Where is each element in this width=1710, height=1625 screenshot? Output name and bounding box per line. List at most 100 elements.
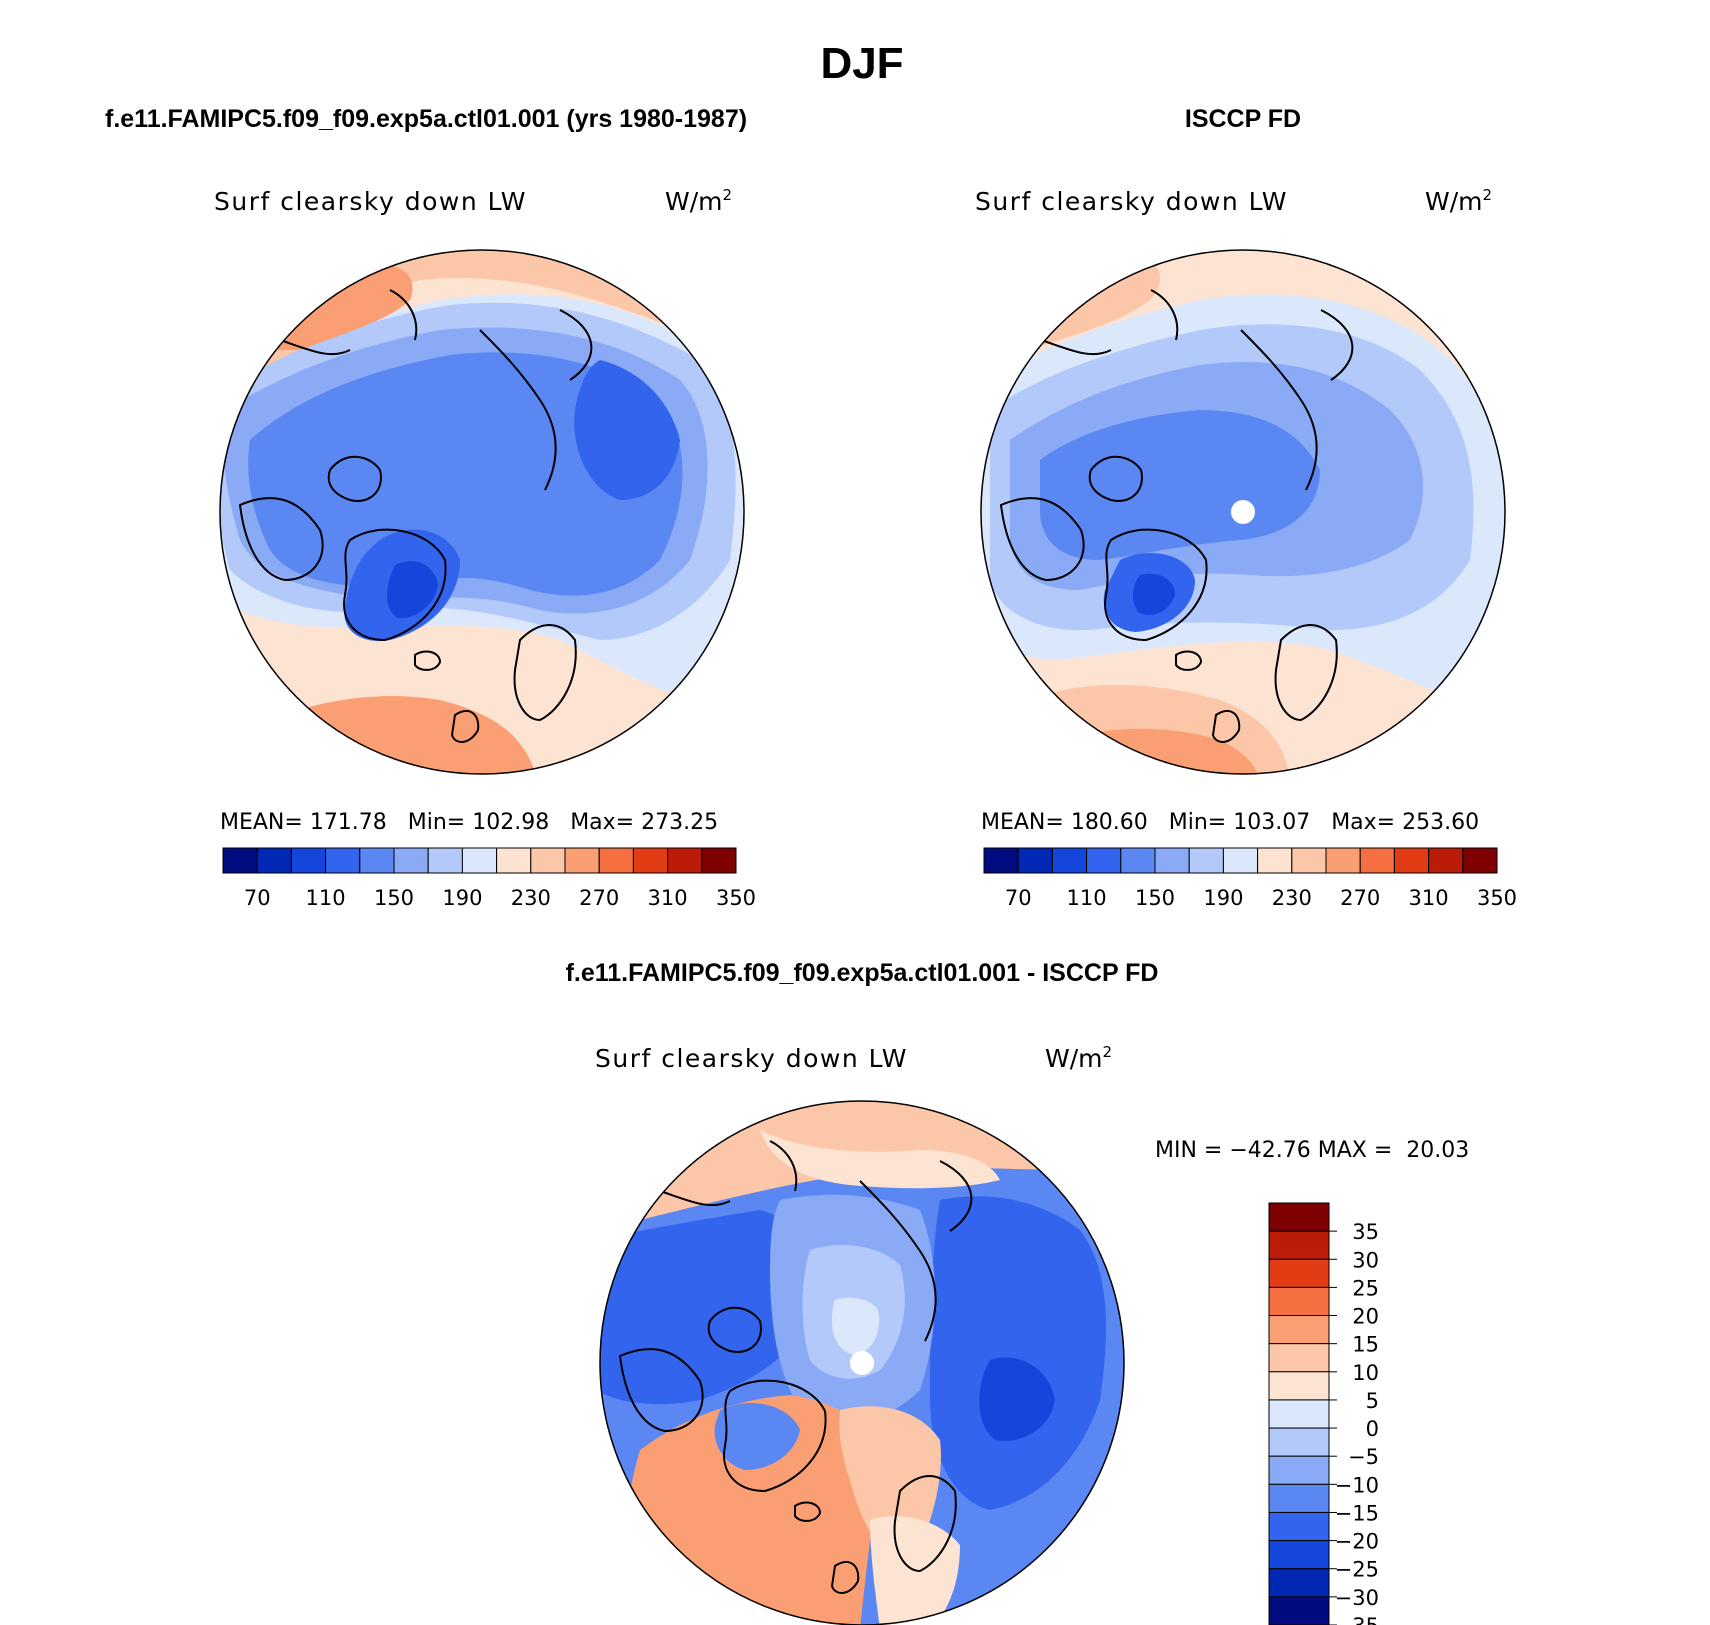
colorbar-swatch <box>564 847 600 874</box>
panel-obs-units: W/m2 <box>1425 186 1492 216</box>
panel-model-units: W/m2 <box>665 186 732 216</box>
map-missing-pole <box>850 1351 874 1375</box>
colorbar-swatch <box>1188 847 1224 874</box>
coastlines <box>238 289 593 743</box>
colorbar-tick-label: 5 <box>1366 1389 1379 1413</box>
colorbar-swatch <box>222 847 258 874</box>
map-fill <box>832 1297 880 1355</box>
colorbar-tick-label: −35 <box>1335 1614 1379 1625</box>
colorbar-tick-label: 230 <box>1272 886 1312 910</box>
colorbar-swatch <box>496 847 532 874</box>
colorbar-swatch <box>290 847 327 874</box>
colorbar-swatch <box>1268 1286 1330 1317</box>
colorbar-swatch <box>1291 847 1327 874</box>
colorbar-tick-label: −15 <box>1335 1501 1379 1525</box>
colorbar-swatch <box>1268 1202 1330 1232</box>
panel-diff-units: W/m2 <box>1045 1043 1112 1073</box>
map-fill <box>1132 573 1175 616</box>
panel-diff-map <box>600 1101 1124 1625</box>
panel-model-variable: Surf clearsky down LW <box>214 187 527 216</box>
map-fill <box>1040 410 1320 560</box>
colorbar-swatch <box>1268 1230 1330 1260</box>
coastlines <box>618 1140 973 1594</box>
colorbar-swatch <box>393 847 429 874</box>
colorbar-swatch <box>632 847 669 874</box>
colorbar-tick-label: 230 <box>511 886 551 910</box>
colorbar-tick-label: 350 <box>716 886 756 910</box>
panel-diff-variable: Surf clearsky down LW <box>595 1044 908 1073</box>
panel-obs-stats: MEAN= 180.60 Min= 103.07 Max= 253.60 <box>981 810 1479 835</box>
panel-obs-case-title: ISCCP FD <box>1185 105 1301 133</box>
colorbar-tick-label: 150 <box>374 886 414 910</box>
map-fill <box>870 1516 960 1625</box>
colorbar-tick-label: −10 <box>1335 1473 1379 1497</box>
map-fill <box>600 1210 820 1405</box>
colorbar-tick-label: −25 <box>1335 1558 1379 1582</box>
colorbar-tick-label: 110 <box>1067 886 1107 910</box>
colorbar-swatch <box>1086 847 1122 874</box>
panel-model-map <box>220 250 744 774</box>
colorbar-swatch <box>1268 1455 1330 1485</box>
panel-model-case-title: f.e11.FAMIPC5.f09_f09.exp5a.ctl01.001 (y… <box>105 105 747 133</box>
colorbar-swatch <box>1325 847 1361 874</box>
panel-diff-stats: MIN = −42.76 MAX = 20.03 <box>1155 1138 1469 1163</box>
colorbar-tick-label: 310 <box>1409 886 1449 910</box>
map-fill <box>760 1130 1000 1189</box>
colorbar-tick-label: −30 <box>1335 1586 1379 1610</box>
panel-model-stats: MEAN= 171.78 Min= 102.98 Max= 273.25 <box>220 810 718 835</box>
colorbar-tick-label: 30 <box>1352 1248 1379 1272</box>
panel-diff-map-border <box>599 1100 1125 1625</box>
colorbar-tick-label: 270 <box>579 886 619 910</box>
colorbar-swatch <box>1017 847 1053 874</box>
coastlines <box>999 289 1354 743</box>
colorbar-tick-label: 70 <box>244 886 271 910</box>
map-fill <box>979 1357 1055 1441</box>
colorbar-swatch <box>1268 1343 1330 1373</box>
colorbar-tick-label: 110 <box>306 886 346 910</box>
colorbar-swatch <box>701 847 737 874</box>
colorbar-swatch <box>1051 847 1088 874</box>
panel-obs-map <box>981 250 1505 774</box>
map-fill <box>930 1196 1106 1510</box>
panel-obs-map-border <box>980 249 1506 775</box>
colorbar-swatch <box>598 847 634 874</box>
colorbar-tick-label: 270 <box>1340 886 1380 910</box>
colorbar-tick-label: 70 <box>1005 886 1032 910</box>
colorbar-swatch <box>530 847 566 874</box>
panel-model-map-border <box>219 249 745 775</box>
colorbar-swatch <box>1120 847 1156 874</box>
colorbar-tick-label: 0 <box>1366 1417 1379 1441</box>
colorbar-swatch <box>1268 1568 1330 1598</box>
colorbar-swatch <box>1154 847 1190 874</box>
map-missing-pole <box>1231 500 1255 524</box>
map-fill <box>260 264 413 350</box>
colorbar-swatch <box>359 847 395 874</box>
colorbar-swatch <box>461 847 498 874</box>
panel-diff-colorbar: 35 30 25 20 15 10 5 0 −5 −10 −15 −20 −25 −30 −35 <box>1268 1202 1379 1625</box>
colorbar-swatch <box>1268 1371 1330 1401</box>
map-fill <box>574 360 680 500</box>
panel-obs: ISCCP FD Surf clearsky down LW W/m2 <box>975 105 1517 910</box>
colorbar-swatch <box>1428 847 1464 874</box>
panel-model: f.e11.FAMIPC5.f09_f09.exp5a.ctl01.001 (y… <box>105 105 756 910</box>
colorbar-tick-label: 10 <box>1352 1361 1379 1385</box>
colorbar-tick-label: 350 <box>1477 886 1517 910</box>
colorbar-tick-label: 15 <box>1352 1333 1379 1357</box>
panel-obs-variable: Surf clearsky down LW <box>975 187 1288 216</box>
colorbar-swatch <box>1268 1511 1330 1542</box>
colorbar-swatch <box>427 847 463 874</box>
colorbar-swatch <box>1359 847 1395 874</box>
colorbar-swatch <box>1393 847 1430 874</box>
colorbar-tick-label: 190 <box>1203 886 1243 910</box>
map-fill <box>714 1402 800 1470</box>
panel-diff: f.e11.FAMIPC5.f09_f09.exp5a.ctl01.001 - … <box>566 959 1469 1625</box>
colorbar-swatch <box>1268 1427 1330 1457</box>
colorbar-swatch <box>1268 1483 1330 1513</box>
panel-obs-colorbar: 70 110 150 190 230 270 310 350 <box>983 847 1517 910</box>
colorbar-tick-label: 310 <box>648 886 688 910</box>
colorbar-tick-label: 25 <box>1352 1276 1379 1300</box>
map-fill <box>387 561 438 619</box>
colorbar-swatch <box>1222 847 1259 874</box>
colorbar-swatch <box>1268 1596 1330 1625</box>
